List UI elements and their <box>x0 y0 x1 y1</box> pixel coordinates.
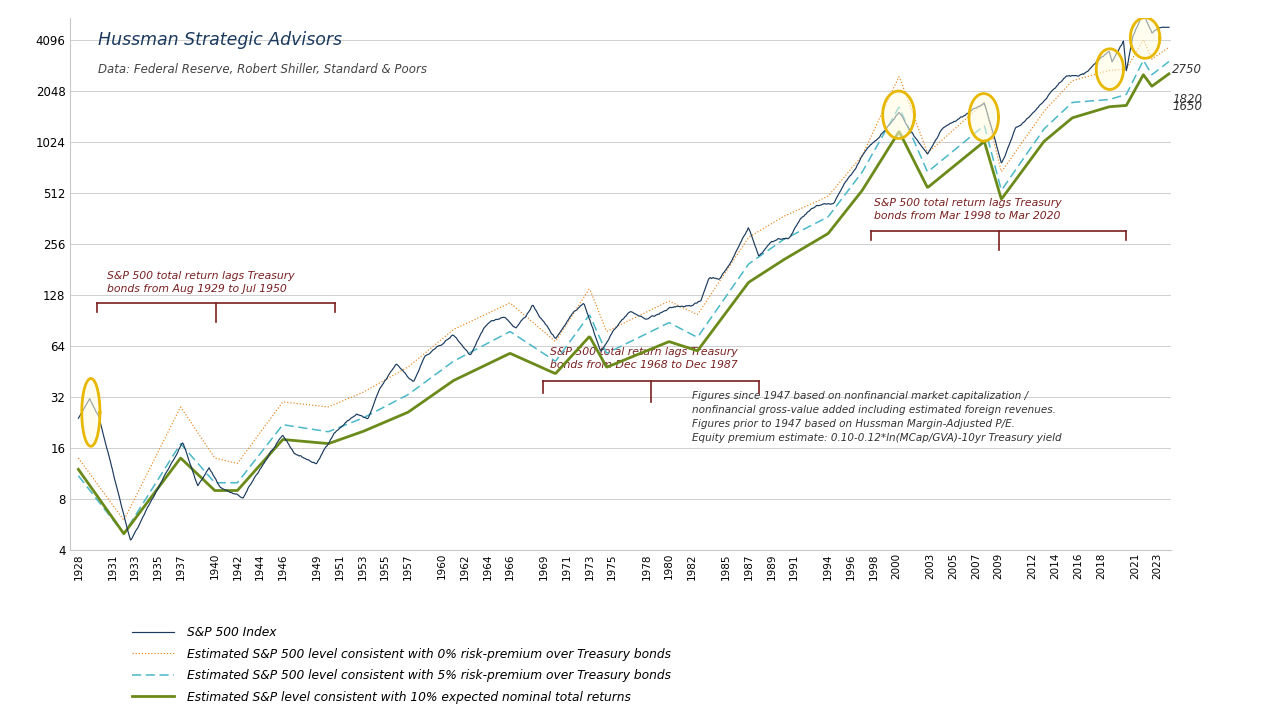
Estimated S&P level consistent with 10% expected nominal total returns <box>1161 70 1176 78</box>
Text: 1650: 1650 <box>1172 100 1202 113</box>
Polygon shape <box>1096 49 1124 90</box>
S&P 500 Index <box>735 234 750 243</box>
Text: S&P 500 total return lags Treasury
bonds from Dec 1968 to Dec 1987: S&P 500 total return lags Treasury bonds… <box>550 348 737 371</box>
Estimated S&P 500 level consistent with 0% risk-premium over Treasury bonds <box>1037 107 1052 116</box>
Text: S&P 500 total return lags Treasury
bonds from Aug 1929 to Jul 1950: S&P 500 total return lags Treasury bonds… <box>106 271 294 294</box>
Estimated S&P 500 level consistent with 5% risk-premium over Treasury bonds <box>70 471 86 480</box>
Estimated S&P level consistent with 10% expected nominal total returns <box>735 286 750 295</box>
Estimated S&P 500 level consistent with 5% risk-premium over Treasury bonds <box>241 463 256 472</box>
Estimated S&P 500 level consistent with 5% risk-premium over Treasury bonds <box>191 460 206 468</box>
Estimated S&P 500 level consistent with 0% risk-premium over Treasury bonds <box>70 454 86 463</box>
Polygon shape <box>883 91 914 138</box>
Estimated S&P 500 level consistent with 5% risk-premium over Treasury bonds <box>1037 125 1052 133</box>
Estimated S&P 500 level consistent with 5% risk-premium over Treasury bonds <box>735 269 750 277</box>
Line: Estimated S&P level consistent with 10% expected nominal total returns: Estimated S&P level consistent with 10% … <box>78 74 1169 534</box>
Text: 2750: 2750 <box>1172 63 1202 75</box>
Text: Figures since 1947 based on nonfinancial market capitalization /
nonfinancial gr: Figures since 1947 based on nonfinancial… <box>692 391 1062 442</box>
Estimated S&P level consistent with 10% expected nominal total returns <box>1037 138 1052 146</box>
Estimated S&P 500 level consistent with 0% risk-premium over Treasury bonds <box>191 430 206 439</box>
S&P 500 Index <box>1161 23 1176 32</box>
Estimated S&P 500 level consistent with 5% risk-premium over Treasury bonds <box>1161 57 1176 66</box>
Legend: S&P 500 Index, Estimated S&P 500 level consistent with 0% risk-premium over Trea: S&P 500 Index, Estimated S&P 500 level c… <box>132 626 671 704</box>
Estimated S&P 500 level consistent with 0% risk-premium over Treasury bonds <box>1161 43 1176 51</box>
Estimated S&P level consistent with 10% expected nominal total returns <box>1037 136 1052 145</box>
Estimated S&P level consistent with 10% expected nominal total returns <box>923 181 938 190</box>
Line: S&P 500 Index: S&P 500 Index <box>78 13 1169 540</box>
Estimated S&P 500 level consistent with 0% risk-premium over Treasury bonds <box>116 516 132 525</box>
Line: Estimated S&P 500 level consistent with 0% risk-premium over Treasury bonds: Estimated S&P 500 level consistent with … <box>78 40 1169 521</box>
Estimated S&P 500 level consistent with 0% risk-premium over Treasury bonds <box>241 444 256 452</box>
Estimated S&P 500 level consistent with 5% risk-premium over Treasury bonds <box>923 166 938 174</box>
S&P 500 Index <box>191 480 206 489</box>
Estimated S&P 500 level consistent with 0% risk-premium over Treasury bonds <box>1037 106 1052 115</box>
S&P 500 Index <box>1135 9 1151 17</box>
S&P 500 Index <box>1037 96 1052 104</box>
Estimated S&P 500 level consistent with 0% risk-premium over Treasury bonds <box>923 146 938 155</box>
Estimated S&P level consistent with 10% expected nominal total returns <box>116 529 132 538</box>
Estimated S&P 500 level consistent with 0% risk-premium over Treasury bonds <box>1135 35 1151 44</box>
Polygon shape <box>969 93 998 141</box>
Estimated S&P level consistent with 10% expected nominal total returns <box>191 471 206 479</box>
Text: Data: Federal Reserve, Robert Shiller, Standard & Poors: Data: Federal Reserve, Robert Shiller, S… <box>99 63 428 76</box>
S&P 500 Index <box>1037 97 1052 106</box>
Polygon shape <box>82 379 100 446</box>
Estimated S&P 500 level consistent with 5% risk-premium over Treasury bonds <box>1037 124 1052 132</box>
S&P 500 Index <box>123 536 138 544</box>
Estimated S&P 500 level consistent with 5% risk-premium over Treasury bonds <box>116 529 132 538</box>
S&P 500 Index <box>241 482 256 491</box>
Estimated S&P 500 level consistent with 5% risk-premium over Treasury bonds <box>1135 56 1151 64</box>
S&P 500 Index <box>70 414 86 423</box>
Estimated S&P 500 level consistent with 0% risk-premium over Treasury bonds <box>735 243 750 251</box>
Estimated S&P level consistent with 10% expected nominal total returns <box>241 473 256 482</box>
Text: 1820: 1820 <box>1172 93 1202 106</box>
Estimated S&P level consistent with 10% expected nominal total returns <box>70 465 86 473</box>
Polygon shape <box>1130 17 1160 59</box>
S&P 500 Index <box>923 146 938 154</box>
Text: S&P 500 total return lags Treasury
bonds from Mar 1998 to Mar 2020: S&P 500 total return lags Treasury bonds… <box>873 198 1061 221</box>
Line: Estimated S&P 500 level consistent with 5% risk-premium over Treasury bonds: Estimated S&P 500 level consistent with … <box>78 60 1169 534</box>
Text: Hussman Strategic Advisors: Hussman Strategic Advisors <box>99 31 342 49</box>
